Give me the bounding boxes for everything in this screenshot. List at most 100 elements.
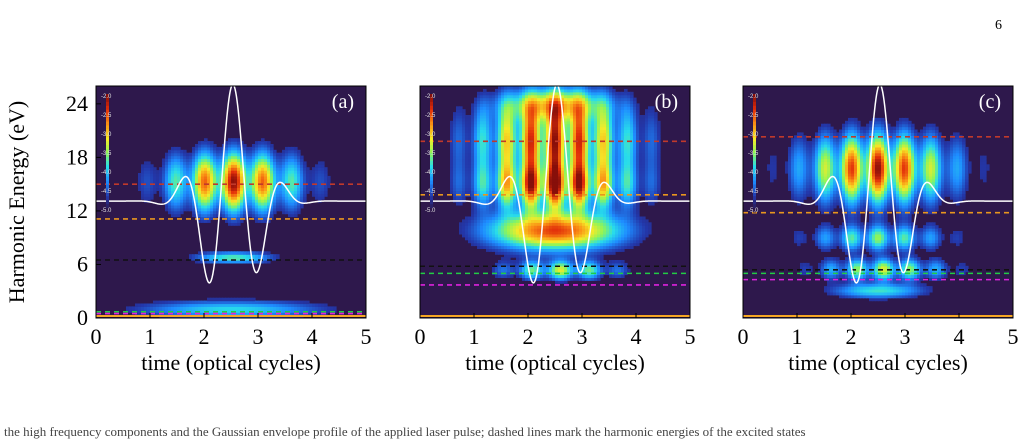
heatmap-cell — [576, 233, 580, 238]
heatmap-cell — [558, 132, 562, 136]
heatmap-cell — [555, 178, 559, 183]
heatmap-cell — [126, 306, 130, 310]
heatmap-cell — [570, 91, 574, 96]
heatmap-cell — [492, 146, 496, 151]
heatmap-cell — [555, 158, 559, 162]
heatmap-cell — [258, 144, 262, 148]
heatmap-cell — [300, 306, 304, 310]
heatmap-cell — [594, 225, 598, 229]
heatmap-cell — [585, 277, 589, 281]
heatmap-cell — [462, 173, 466, 177]
heatmap-cell — [594, 260, 598, 264]
heatmap-cell — [564, 170, 568, 174]
heatmap-cell — [600, 112, 604, 116]
heatmap-cell — [519, 228, 523, 232]
heatmap-cell — [465, 164, 469, 168]
heatmap-cell — [489, 138, 493, 142]
heatmap-cell — [249, 161, 253, 165]
heatmap-cell — [213, 306, 217, 310]
heatmap-cell — [534, 146, 538, 151]
heatmap-cell — [591, 202, 595, 206]
heatmap-cell — [495, 213, 499, 218]
heatmap-cell — [510, 167, 514, 171]
heatmap-cell — [582, 187, 586, 191]
heatmap-cell — [549, 170, 553, 174]
heatmap-cell — [564, 222, 568, 226]
heatmap-cell — [513, 225, 517, 229]
heatmap-cell — [459, 187, 463, 191]
heatmap-cell — [501, 135, 505, 139]
heatmap-cell — [273, 155, 277, 160]
heatmap-cell — [597, 106, 601, 110]
heatmap-cell — [555, 112, 559, 116]
heatmap-cell — [162, 306, 166, 310]
heatmap-cell — [321, 167, 325, 171]
heatmap-cell — [501, 210, 505, 215]
heatmap-cell — [573, 181, 577, 186]
heatmap-cell — [462, 112, 466, 116]
heatmap-cell — [315, 306, 319, 310]
heatmap-cell — [504, 117, 508, 122]
heatmap-cell — [498, 202, 502, 206]
heatmap-cell — [567, 233, 571, 238]
heatmap-cell — [600, 158, 604, 162]
heatmap-cell — [474, 164, 478, 168]
heatmap-cell — [516, 204, 520, 209]
heatmap-cell — [492, 239, 496, 244]
heatmap-cell — [573, 115, 577, 119]
heatmap-cell — [585, 233, 589, 238]
heatmap-cell — [174, 306, 178, 310]
heatmap-cell — [564, 251, 568, 255]
heatmap-cell — [501, 216, 505, 220]
heatmap-cell — [486, 167, 490, 171]
heatmap-cell — [300, 164, 304, 168]
heatmap-cell — [297, 300, 301, 305]
heatmap-cell — [552, 144, 556, 148]
heatmap-cell — [240, 193, 244, 197]
heatmap-cell — [240, 260, 244, 264]
heatmap-cell — [540, 268, 544, 273]
heatmap-cell — [582, 117, 586, 122]
heatmap-cell — [186, 158, 190, 162]
heatmap-cell — [261, 196, 265, 200]
heatmap-cell — [213, 199, 217, 203]
heatmap-cell — [534, 100, 538, 104]
heatmap-cell — [561, 262, 565, 267]
heatmap-cell — [504, 260, 508, 264]
heatmap-cell — [150, 184, 154, 189]
heatmap-cell — [555, 138, 559, 142]
heatmap-cell — [531, 262, 535, 267]
heatmap-cell — [294, 196, 298, 200]
heatmap-cell — [516, 248, 520, 252]
heatmap-cell — [321, 187, 325, 191]
heatmap-cell — [453, 144, 457, 148]
heatmap-cell — [207, 219, 211, 223]
heatmap-cell — [495, 132, 499, 136]
heatmap-cell — [591, 167, 595, 171]
heatmap-cell — [504, 202, 508, 206]
heatmap-cell — [303, 303, 307, 307]
heatmap-cell — [207, 173, 211, 177]
heatmap-cell — [555, 97, 559, 102]
heatmap-cell — [537, 94, 541, 99]
heatmap-cell — [288, 161, 292, 165]
heatmap-cell — [477, 184, 481, 189]
heatmap-cell — [237, 312, 241, 316]
heatmap-cell — [216, 167, 220, 171]
heatmap-cell — [165, 202, 169, 206]
heatmap-cell — [519, 196, 523, 200]
heatmap-cell — [285, 146, 289, 151]
heatmap-cell — [537, 173, 541, 177]
heatmap-cell — [477, 161, 481, 165]
heatmap-cell — [474, 100, 478, 104]
heatmap-cell — [492, 155, 496, 160]
heatmap-cell — [504, 106, 508, 110]
heatmap-cell — [570, 144, 574, 148]
heatmap-cell — [546, 202, 550, 206]
heatmap-cell — [507, 254, 511, 258]
heatmap-cell — [261, 210, 265, 215]
heatmap-cell — [153, 170, 157, 174]
heatmap-cell — [582, 236, 586, 241]
heatmap-cell — [537, 268, 541, 273]
heatmap-cell — [495, 109, 499, 113]
